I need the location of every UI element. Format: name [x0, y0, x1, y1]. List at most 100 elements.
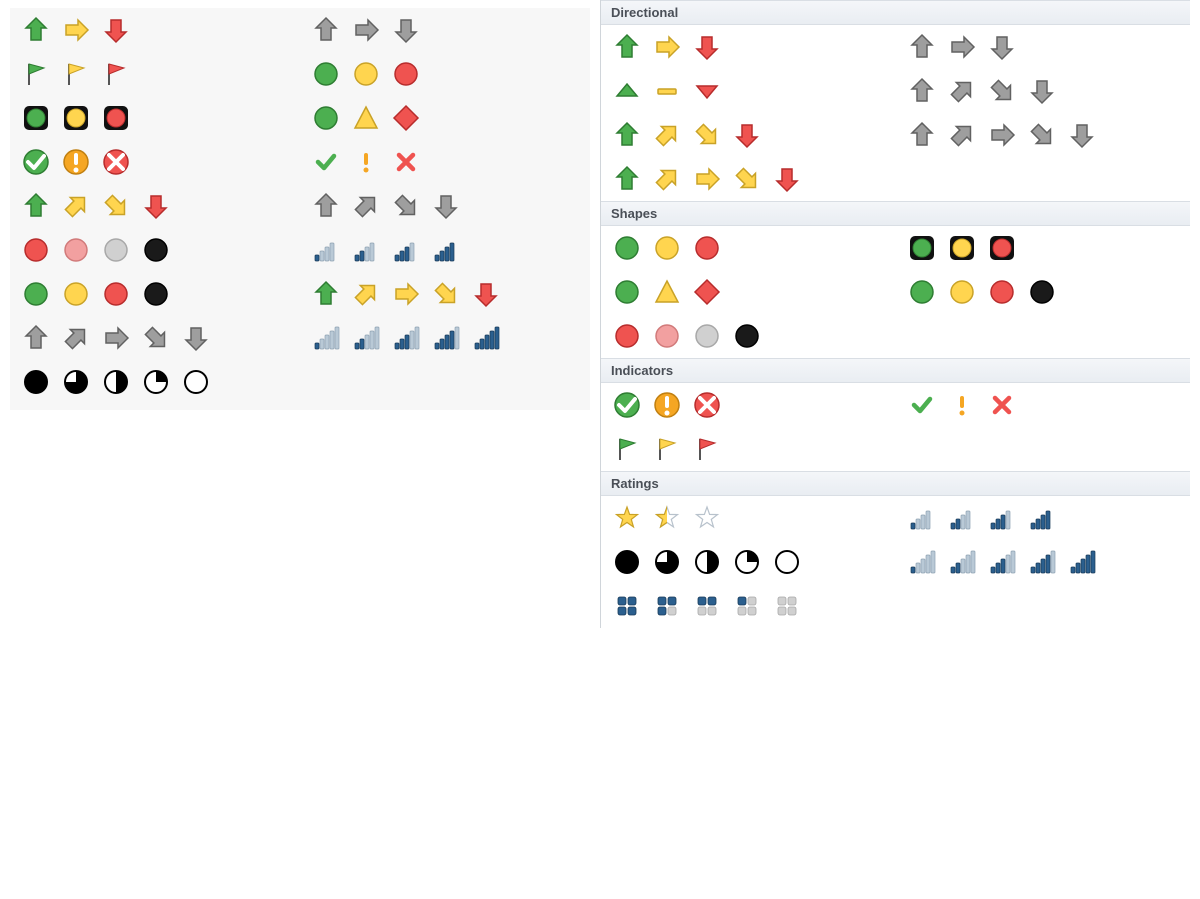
symbol-check-icon[interactable] — [308, 144, 344, 180]
arrow-right-yellow-icon[interactable] — [689, 161, 725, 197]
iconset-right[interactable] — [896, 427, 1191, 471]
arrow-down-gray-icon[interactable] — [1064, 117, 1100, 153]
arrow-dr-yellow-icon[interactable] — [689, 117, 725, 153]
iconset-row[interactable] — [601, 157, 1190, 201]
triangle-yellow-icon[interactable] — [649, 274, 685, 310]
symbol-excl-icon[interactable] — [348, 144, 384, 180]
arrow-right-yellow-icon[interactable] — [649, 29, 685, 65]
iconset-left[interactable] — [10, 96, 300, 140]
circle-red-icon[interactable] — [609, 318, 645, 354]
circle-pink-icon[interactable] — [58, 232, 94, 268]
boxes-2-of-4-icon[interactable] — [689, 588, 725, 624]
iconset-right[interactable] — [896, 157, 1191, 201]
signal-bars-3-of-5-icon[interactable] — [984, 544, 1020, 580]
iconset-row[interactable] — [10, 360, 590, 404]
arrow-down-gray-icon[interactable] — [984, 29, 1020, 65]
circle-red-icon[interactable] — [689, 230, 725, 266]
iconset-right[interactable] — [300, 316, 590, 360]
signal-bars-1-of-5-icon[interactable] — [904, 544, 940, 580]
arrow-right-yellow-icon[interactable] — [58, 12, 94, 48]
circle-black-icon[interactable] — [138, 276, 174, 312]
iconset-left[interactable] — [601, 226, 896, 270]
arrow-up-green-icon[interactable] — [609, 117, 645, 153]
circle-yellow-icon[interactable] — [348, 56, 384, 92]
circle-green-icon[interactable] — [18, 276, 54, 312]
boxes-0-of-4-icon[interactable] — [769, 588, 805, 624]
arrow-up-green-icon[interactable] — [18, 188, 54, 224]
arrow-right-yellow-icon[interactable] — [388, 276, 424, 312]
arrow-up-gray-icon[interactable] — [18, 320, 54, 356]
arrow-dr-yellow-icon[interactable] — [98, 188, 134, 224]
traffic-light-yellow-icon[interactable] — [58, 100, 94, 136]
circle-ltgray-icon[interactable] — [98, 232, 134, 268]
iconset-right[interactable] — [300, 228, 590, 272]
iconset-right[interactable] — [300, 8, 590, 52]
circle-red-icon[interactable] — [18, 232, 54, 268]
symbol-circle-check-icon[interactable] — [609, 387, 645, 423]
flag-green-icon[interactable] — [18, 56, 54, 92]
flag-red-icon[interactable] — [98, 56, 134, 92]
iconset-right[interactable] — [896, 540, 1191, 584]
iconset-row[interactable] — [10, 228, 590, 272]
arrow-up-gray-icon[interactable] — [308, 12, 344, 48]
circle-pink-icon[interactable] — [649, 318, 685, 354]
iconset-right[interactable] — [896, 270, 1191, 314]
circle-black-icon[interactable] — [1024, 274, 1060, 310]
signal-bars-3-of-4-icon[interactable] — [984, 500, 1020, 536]
arrow-dr-gray-icon[interactable] — [138, 320, 174, 356]
signal-bars-3-of-5-icon[interactable] — [388, 320, 424, 356]
circle-green-icon[interactable] — [609, 230, 645, 266]
signal-bars-1-of-4-icon[interactable] — [308, 232, 344, 268]
arrow-ur-gray-icon[interactable] — [348, 188, 384, 224]
signal-bars-1-of-5-icon[interactable] — [308, 320, 344, 356]
iconset-row[interactable] — [601, 314, 1190, 358]
arrow-right-gray-icon[interactable] — [944, 29, 980, 65]
pie-0-quarters-icon[interactable] — [178, 364, 214, 400]
iconset-right[interactable] — [896, 383, 1191, 427]
symbol-excl-icon[interactable] — [944, 387, 980, 423]
symbol-check-icon[interactable] — [904, 387, 940, 423]
signal-bars-5-of-5-icon[interactable] — [468, 320, 504, 356]
circle-green-icon[interactable] — [904, 274, 940, 310]
iconset-row[interactable] — [601, 496, 1190, 540]
iconset-row[interactable] — [601, 383, 1190, 427]
pie-1-quarters-icon[interactable] — [138, 364, 174, 400]
iconset-left[interactable] — [601, 113, 896, 157]
arrow-ur-yellow-icon[interactable] — [649, 161, 685, 197]
arrow-dr-gray-icon[interactable] — [984, 73, 1020, 109]
arrow-up-gray-icon[interactable] — [904, 29, 940, 65]
signal-bars-2-of-4-icon[interactable] — [348, 232, 384, 268]
pie-4-quarters-icon[interactable] — [609, 544, 645, 580]
iconset-left[interactable] — [601, 69, 896, 113]
iconset-left[interactable] — [10, 140, 300, 184]
iconset-right[interactable] — [300, 184, 590, 228]
arrow-up-green-icon[interactable] — [609, 29, 645, 65]
iconset-left[interactable] — [601, 540, 896, 584]
iconset-left[interactable] — [10, 316, 300, 360]
arrow-down-gray-icon[interactable] — [1024, 73, 1060, 109]
iconset-right[interactable] — [300, 360, 590, 404]
iconset-right[interactable] — [896, 226, 1191, 270]
arrow-right-gray-icon[interactable] — [98, 320, 134, 356]
arrow-ur-yellow-icon[interactable] — [649, 117, 685, 153]
arrow-ur-yellow-icon[interactable] — [58, 188, 94, 224]
arrow-down-red-icon[interactable] — [98, 12, 134, 48]
iconset-left[interactable] — [601, 25, 896, 69]
symbol-circle-cross-icon[interactable] — [689, 387, 725, 423]
pie-0-quarters-icon[interactable] — [769, 544, 805, 580]
traffic-light-yellow-icon[interactable] — [944, 230, 980, 266]
signal-bars-3-of-4-icon[interactable] — [388, 232, 424, 268]
iconset-row[interactable] — [601, 226, 1190, 270]
iconset-left[interactable] — [601, 157, 896, 201]
triangle-down-red-icon[interactable] — [689, 73, 725, 109]
traffic-light-red-icon[interactable] — [98, 100, 134, 136]
iconset-right[interactable] — [896, 496, 1191, 540]
arrow-dr-yellow-icon[interactable] — [729, 161, 765, 197]
arrow-right-gray-icon[interactable] — [348, 12, 384, 48]
iconset-right[interactable] — [300, 96, 590, 140]
pie-2-quarters-icon[interactable] — [689, 544, 725, 580]
diamond-red-icon[interactable] — [388, 100, 424, 136]
traffic-light-red-icon[interactable] — [984, 230, 1020, 266]
iconset-left[interactable] — [10, 184, 300, 228]
iconset-right[interactable] — [896, 25, 1191, 69]
